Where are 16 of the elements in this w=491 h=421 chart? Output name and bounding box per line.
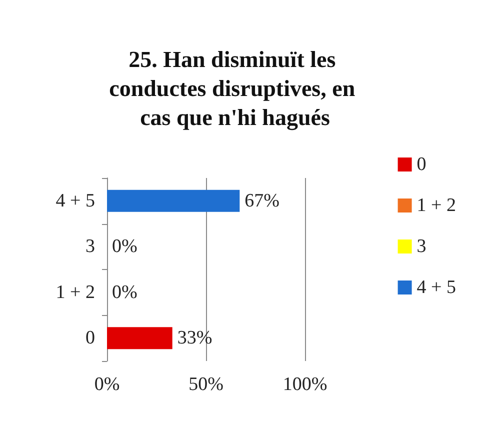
- data-label: 0%: [112, 236, 138, 258]
- y-tick-label: 3: [86, 236, 95, 258]
- x-tick-label: 100%: [282, 374, 328, 395]
- data-label: 67%: [244, 190, 280, 212]
- legend-label: 4 + 5: [416, 277, 456, 298]
- legend-label: 0: [416, 154, 426, 175]
- data-label: 33%: [177, 328, 212, 349]
- y-tick-label: 1 + 2: [56, 282, 95, 303]
- legend-label: 3: [416, 236, 426, 257]
- chart-title: 25. Han disminuït les conductes disruptives, en cas que n'hi hagués: [109, 47, 361, 131]
- y-tick-label: 0: [86, 328, 95, 349]
- data-label: 0%: [112, 282, 138, 303]
- x-tick-label: 50%: [188, 374, 224, 395]
- x-tick-label: 0%: [94, 374, 120, 395]
- legend-label: 1 + 2: [416, 195, 456, 216]
- y-tick-label: 4 + 5: [56, 190, 95, 212]
